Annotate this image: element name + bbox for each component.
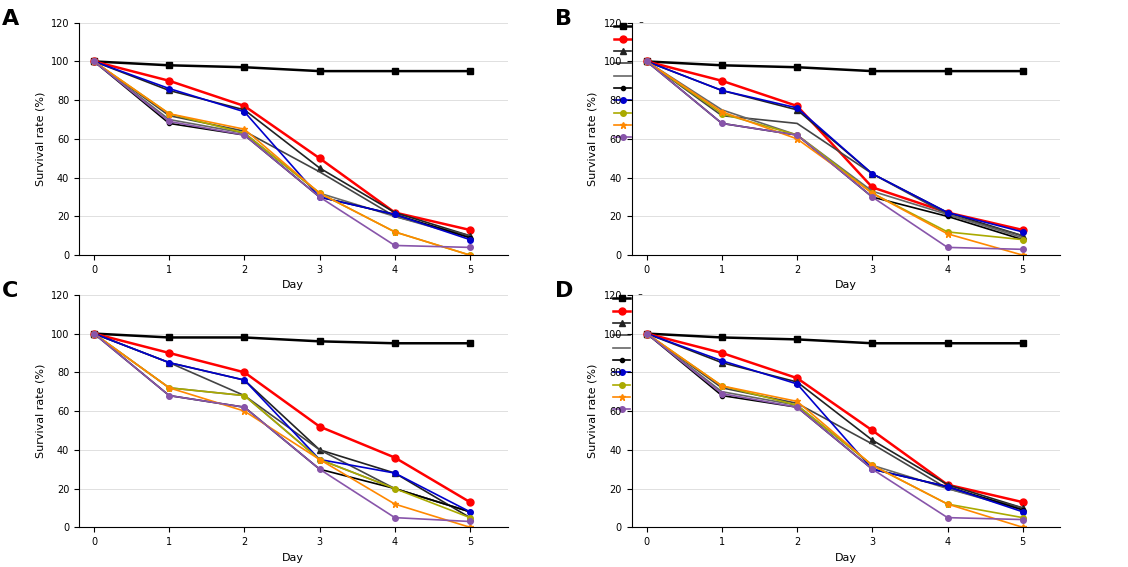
Text: C: C — [2, 281, 18, 301]
Text: D: D — [555, 281, 573, 301]
Legend: Con, DSS, Dif (DSS), Dor (DSS), Rel (DSS), Spaz (DSS), Dif (DSS+AA 2000 μg/ml), : Con, DSS, Dif (DSS), Dor (DSS), Rel (DSS… — [614, 294, 752, 414]
Y-axis label: Survival rate (%): Survival rate (%) — [588, 92, 598, 186]
X-axis label: Day: Day — [835, 281, 857, 290]
X-axis label: Day: Day — [282, 281, 305, 290]
Text: B: B — [555, 9, 572, 29]
X-axis label: Day: Day — [282, 553, 305, 562]
Y-axis label: Survival rate (%): Survival rate (%) — [588, 364, 598, 458]
Legend: Con, DSS, Dif (DSS), Dor (DSS), Rel (DSS), Spaz (DSS), Dif (DSS+PC 2000 μg/ml), : Con, DSS, Dif (DSS), Dor (DSS), Rel (DSS… — [615, 22, 752, 142]
Y-axis label: Survival rate (%): Survival rate (%) — [35, 364, 45, 458]
Y-axis label: Survival rate (%): Survival rate (%) — [35, 92, 45, 186]
Text: A: A — [2, 9, 19, 29]
X-axis label: Day: Day — [835, 553, 857, 562]
